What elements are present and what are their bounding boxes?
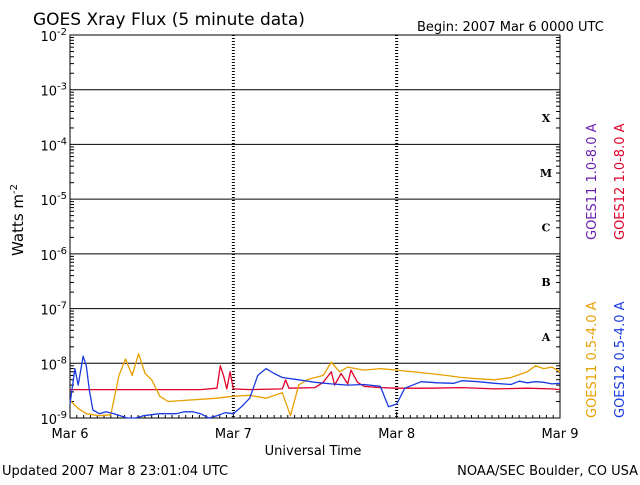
legend-entry: GOES11 0.5-4.0 A [585,301,600,418]
y-tick-base: 10 [40,249,57,264]
y-tick-base: 10 [40,413,57,428]
y-tick-base: 10 [40,85,57,100]
series-line-3 [69,355,561,419]
series-line-1 [70,365,561,391]
y-tick-base: 10 [40,358,57,373]
y-tick-exponent: -4 [57,136,67,147]
y-tick-label: 10-2 [40,27,67,45]
y-tick-label: 10-6 [40,246,67,264]
legend-entry: GOES12 0.5-4.0 A [613,301,628,418]
plot-area [69,34,561,419]
y-tick-label: 10-8 [40,355,67,373]
y-tick-base: 10 [40,30,57,45]
svg-text:Watts m-2: Watts m-2 [9,184,27,256]
y-tick-base: 10 [40,194,57,209]
flare-class-labels: A B C M X [540,112,552,344]
updated-timestamp: Updated 2007 Mar 8 23:01:04 UTC [2,464,228,479]
chart-title: GOES Xray Flux (5 minute data) [33,10,305,30]
flare-class-label: C [542,222,551,235]
y-tick-base: 10 [40,304,57,319]
x-tick-label: Mar 6 [52,427,89,442]
begin-date: Begin: 2007 Mar 6 0000 UTC [417,20,604,35]
y-tick-exponent: -2 [57,27,67,38]
y-tick-base: 10 [40,139,57,154]
x-tick-label: Mar 8 [378,427,415,442]
data-source: NOAA/SEC Boulder, CO USA [457,464,638,479]
y-tick-exponent: -8 [57,355,67,366]
flare-class-label: B [541,276,550,289]
flare-class-label: X [542,112,551,125]
series-line-2 [69,353,561,417]
y-tick-exponent: -9 [57,410,67,421]
y-tick-exponent: -5 [57,191,67,202]
y-tick-exponent: -7 [57,301,67,312]
y-tick-label: 10-4 [40,136,67,154]
x-axis-label: Universal Time [265,444,362,459]
y-axis: 10-910-810-710-610-510-410-310-2 [40,27,67,428]
flare-class-label: A [541,331,551,344]
y-tick-label: 10-9 [40,410,67,428]
y-tick-exponent: -3 [57,82,67,93]
y-tick-label: 10-7 [40,301,67,319]
legend: GOES11 1.0-8.0 A GOES12 1.0-8.0 A GOES11 0… [585,123,628,418]
y-tick-label: 10-3 [40,82,67,100]
flare-class-label: M [540,167,552,180]
x-axis: Mar 6 Mar 7 Mar 8 Mar 9 [52,427,579,442]
x-tick-label: Mar 9 [542,427,579,442]
y-axis-label: Watts m-2 [9,184,27,256]
y-axis-label-exponent: -2 [9,184,20,194]
x-tick-label: Mar 7 [215,427,252,442]
series-layer [69,353,561,419]
legend-entry: GOES12 1.0-8.0 A [613,123,628,240]
y-tick-exponent: -6 [57,246,67,257]
legend-entry: GOES11 1.0-8.0 A [585,123,600,240]
y-tick-label: 10-5 [40,191,67,209]
plot-frame [69,34,561,419]
y-axis-label-text: Watts m [9,194,27,256]
